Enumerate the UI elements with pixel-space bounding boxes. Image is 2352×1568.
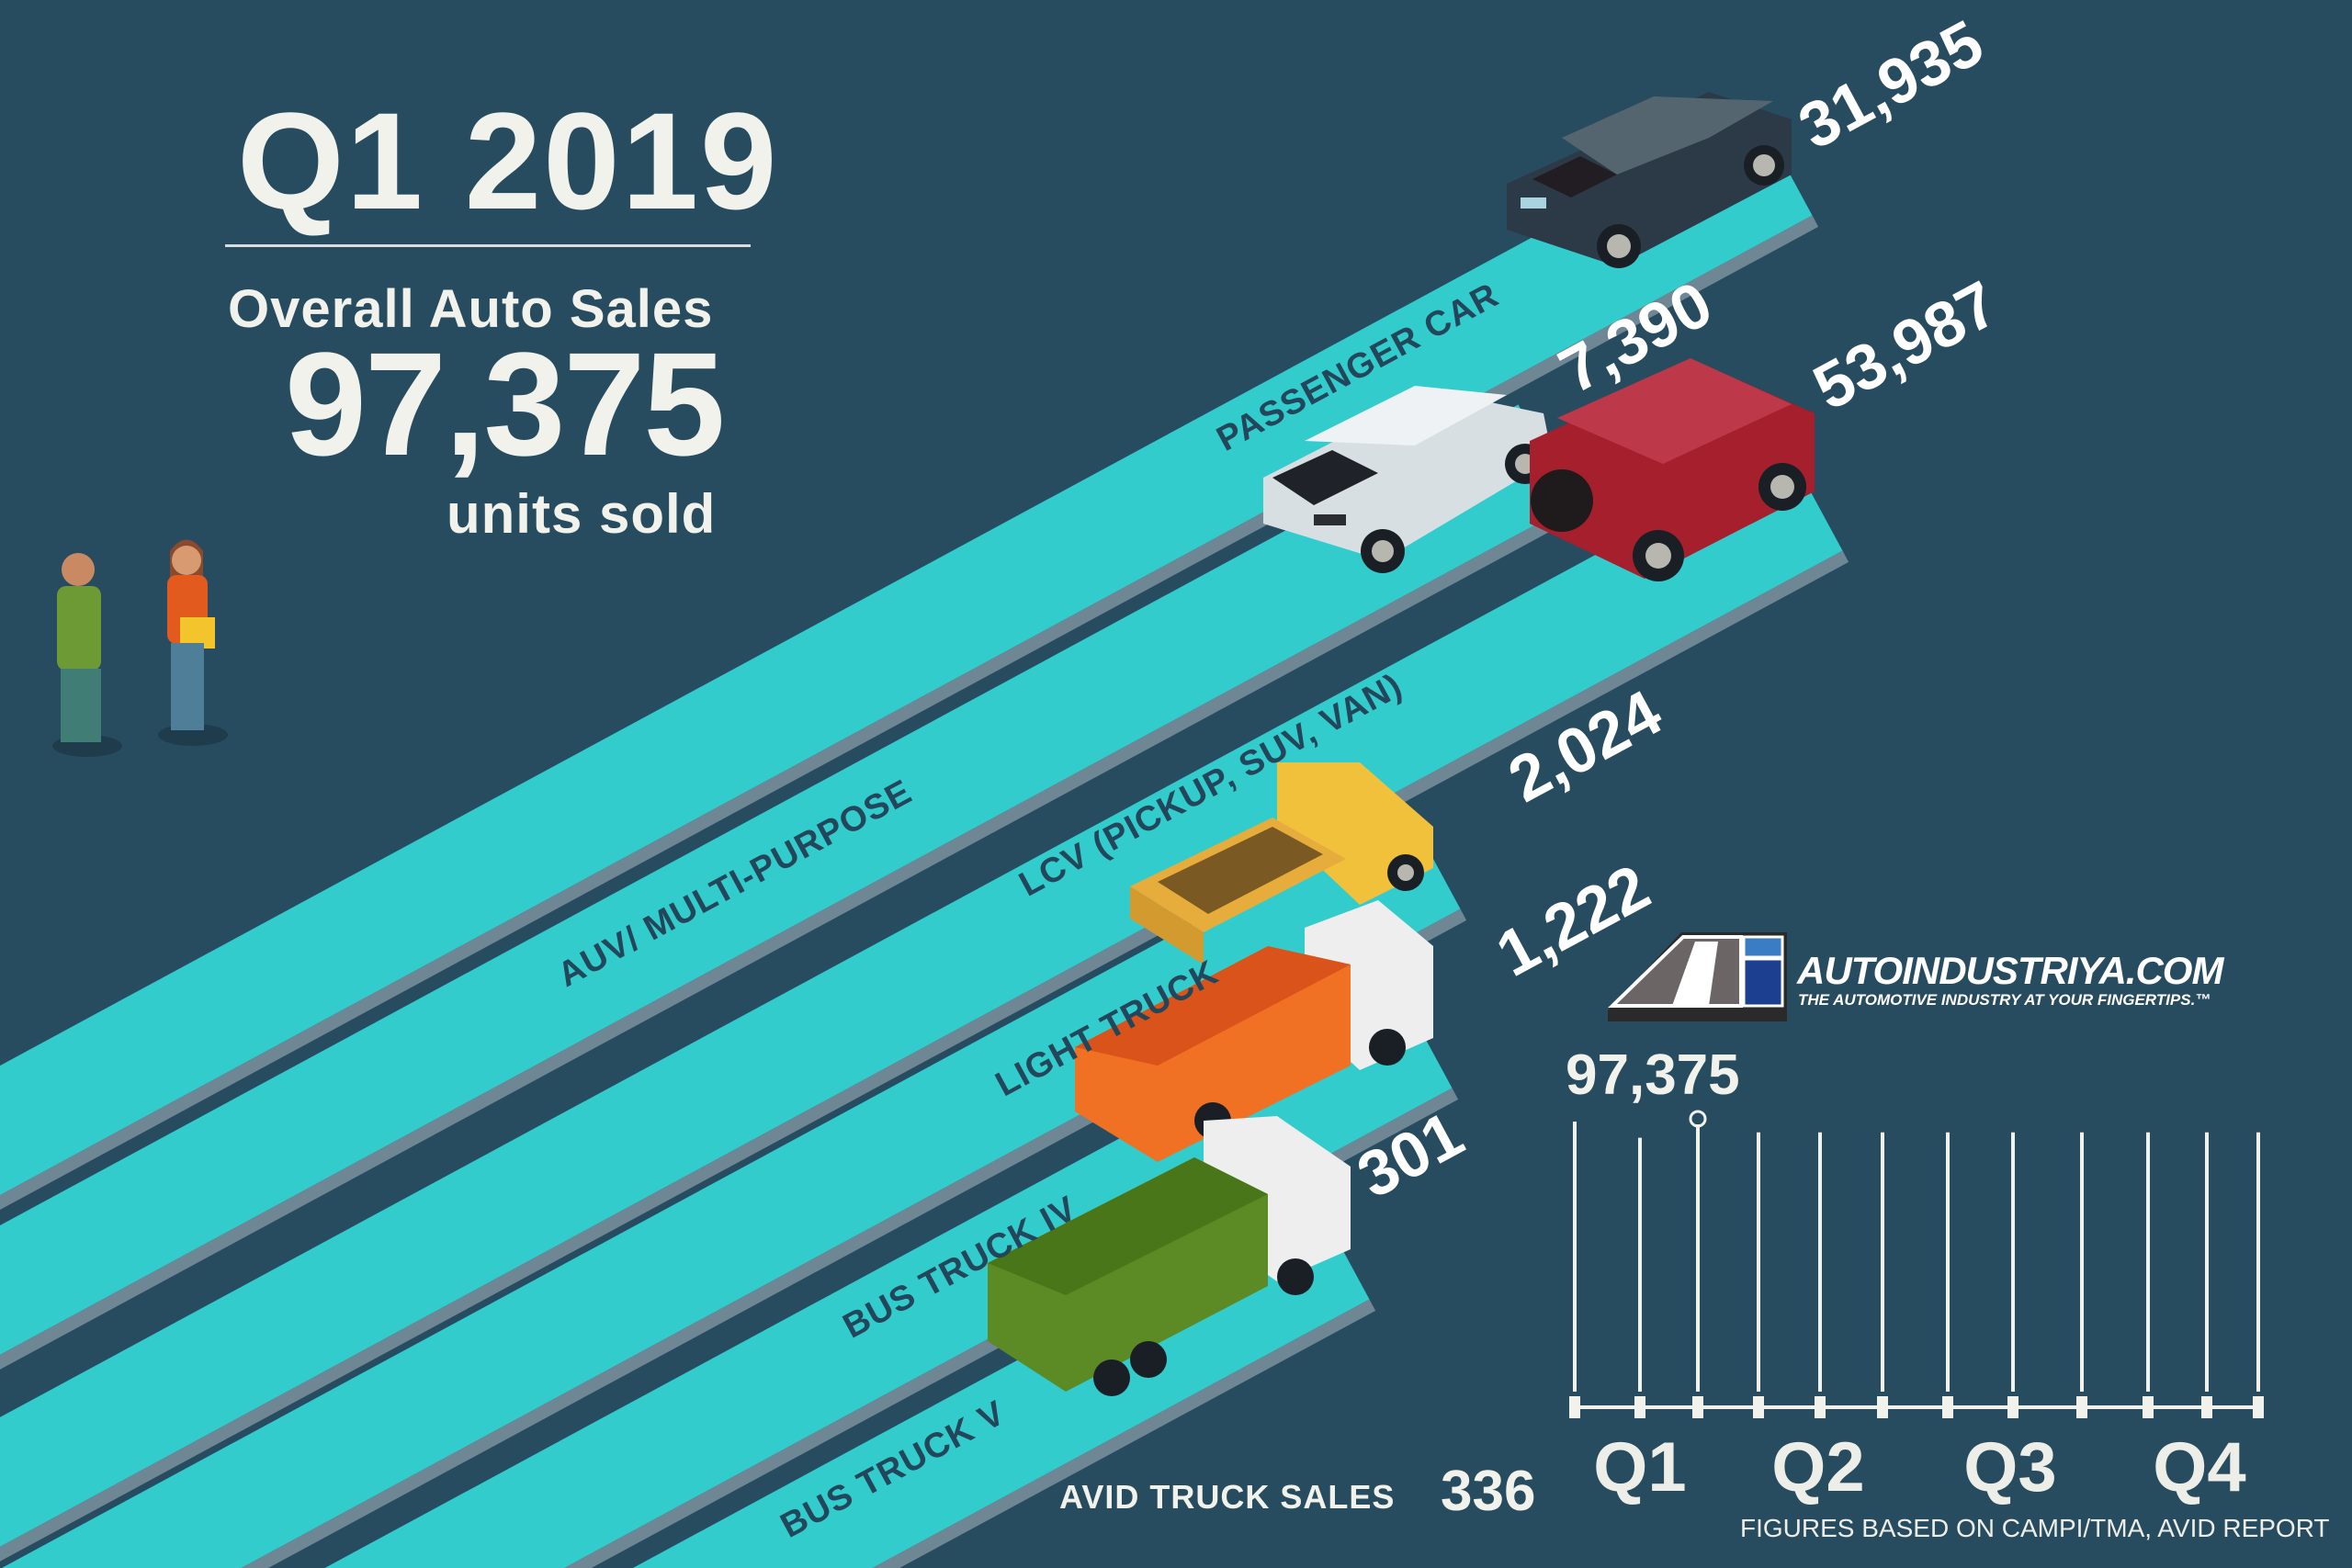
road-band-light-truck: [1, 808, 1461, 1568]
road-band-edge-bus-truck-v: [872, 1299, 1376, 1568]
suv-icon: [1530, 358, 1815, 581]
title-divider: [225, 244, 751, 247]
chart-tick-mark: [1942, 1396, 1953, 1418]
period-title: Q1 2019: [237, 84, 779, 238]
light-truck-icon: [1130, 762, 1433, 964]
hatchback-car-icon: [1507, 92, 1792, 268]
monthly-sales-chart: [1569, 1110, 2264, 1418]
source-footnote: FIGURES BASED ON CAMPI/TMA, AVID REPORT: [1740, 1514, 2330, 1542]
x-tick-label-q2: Q2: [1771, 1428, 1865, 1506]
chart-tick-mark: [1692, 1396, 1703, 1418]
avid-truck-sales-value: 336: [1441, 1460, 1536, 1523]
overall-sales-value: 97,375: [285, 321, 725, 486]
mpv-car-icon: [1263, 386, 1553, 573]
logo-tagline: THE AUTOMOTIVE INDUSTRY AT YOUR FINGERTI…: [1798, 991, 2211, 1009]
dump-truck-green-icon: [988, 1116, 1351, 1396]
chart-annotation: 97,375: [1566, 1043, 1740, 1107]
chart-tick-mark: [2007, 1396, 2018, 1418]
dump-truck-orange-icon: [1075, 900, 1433, 1162]
chart-tick-mark: [1815, 1396, 1826, 1418]
chart-tick-mark: [1877, 1396, 1888, 1418]
chart-tick-mark: [1569, 1396, 1580, 1418]
chart-tick-mark: [1753, 1396, 1764, 1418]
chart-tick-mark: [1634, 1396, 1645, 1418]
road-band-passenger-car: [0, 115, 1813, 1196]
x-tick-label-q1: Q1: [1593, 1428, 1687, 1506]
chart-current-marker: [1689, 1110, 1707, 1128]
autoindustriya-logo-icon: [1608, 932, 1787, 1021]
units-sold-label: units sold: [447, 483, 717, 545]
x-tick-label-q3: Q3: [1963, 1428, 2057, 1506]
chart-tick-mark: [2143, 1396, 2154, 1418]
road-band-edge-auv: [0, 504, 1579, 1370]
logo-name: AUTOINDUSTRIYA.COM: [1797, 949, 2223, 992]
woman-figure-icon: [158, 539, 228, 746]
road-band-lcv: [0, 450, 1843, 1547]
chart-tick-mark: [2201, 1396, 2212, 1418]
chart-tick-mark: [2253, 1396, 2264, 1418]
road-band-auv: [0, 404, 1573, 1355]
avid-truck-sales-label: AVID TRUCK SALES: [1059, 1478, 1396, 1516]
overall-sales-label: Overall Auto Sales: [228, 279, 714, 339]
man-figure-icon: [52, 553, 122, 757]
chart-tick-mark: [2076, 1396, 2087, 1418]
x-tick-label-q4: Q4: [2153, 1428, 2246, 1506]
